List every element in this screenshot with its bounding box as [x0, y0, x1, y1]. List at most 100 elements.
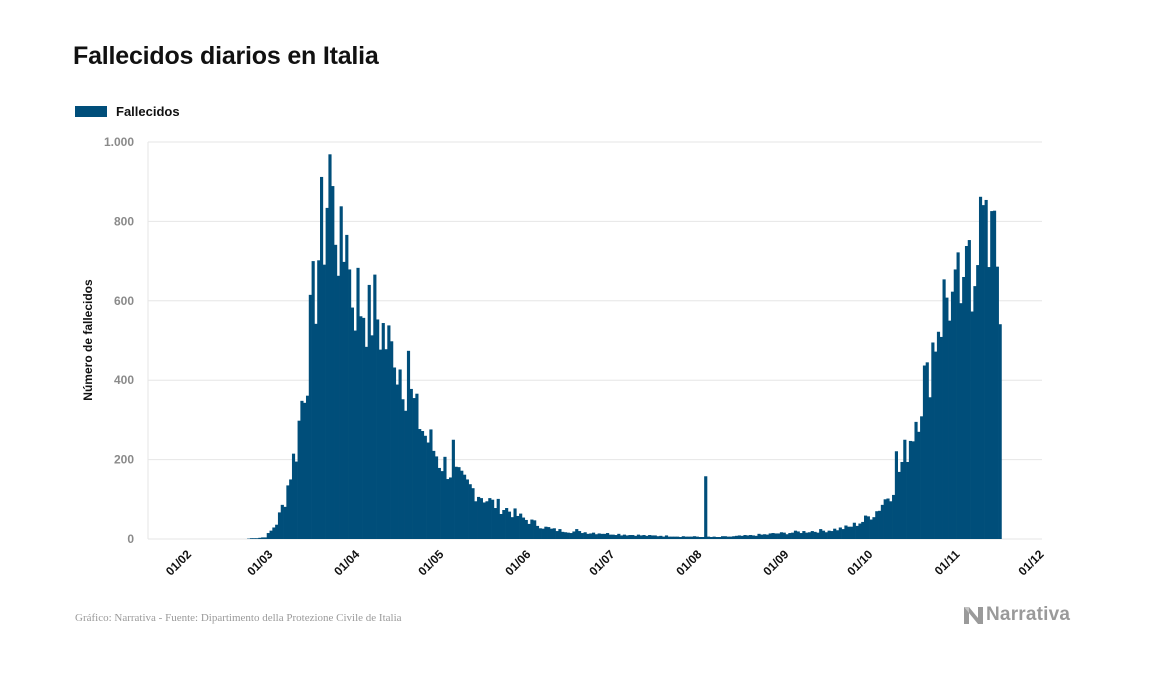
- y-tick-label: 800: [114, 214, 134, 228]
- bar: [580, 533, 584, 539]
- bar: [718, 537, 722, 539]
- y-tick-label: 1.000: [104, 135, 134, 149]
- bar: [303, 402, 307, 539]
- bar: [771, 533, 775, 539]
- bar: [704, 476, 708, 539]
- bar: [258, 537, 262, 539]
- bar: [249, 538, 254, 539]
- legend-swatch: [75, 106, 107, 117]
- bar: [378, 349, 383, 539]
- bar: [499, 513, 503, 539]
- bar: [678, 537, 683, 539]
- bar: [404, 410, 408, 539]
- bar: [325, 207, 329, 539]
- bar: [650, 535, 655, 539]
- bar: [824, 532, 828, 539]
- bar: [477, 496, 481, 539]
- bar: [339, 206, 343, 539]
- bar: [976, 265, 980, 539]
- bar: [370, 335, 374, 539]
- bar: [861, 521, 865, 539]
- bar: [883, 499, 887, 539]
- bar: [628, 535, 632, 539]
- bar: [384, 349, 388, 539]
- x-tick-label: 01/03: [244, 547, 275, 578]
- bar: [939, 336, 943, 539]
- bar: [796, 531, 800, 539]
- bar: [530, 519, 534, 539]
- bar: [420, 431, 425, 539]
- bar: [942, 279, 946, 539]
- bar: [995, 266, 999, 539]
- bar: [415, 393, 419, 539]
- bar: [807, 532, 812, 539]
- bar: [864, 515, 868, 539]
- bar: [892, 494, 896, 539]
- bar: [906, 461, 910, 539]
- bar: [922, 365, 927, 539]
- bar: [432, 450, 436, 539]
- bar: [880, 504, 884, 539]
- x-tick-labels: 01/02 01/03 01/04 01/05 01/06 01/07 01/08 01/09…: [163, 547, 1047, 578]
- bar: [793, 530, 798, 539]
- bar: [740, 535, 744, 539]
- bar: [695, 536, 699, 539]
- bar: [833, 528, 837, 539]
- bar: [737, 535, 741, 539]
- bar: [813, 531, 817, 539]
- bar: [311, 261, 315, 539]
- bar: [849, 526, 854, 539]
- bar: [454, 466, 458, 539]
- bar: [485, 501, 489, 539]
- bar: [362, 317, 366, 539]
- bar: [911, 441, 915, 539]
- bar: [645, 535, 649, 539]
- bar: [538, 528, 542, 539]
- bar: [359, 316, 363, 539]
- bar: [600, 533, 604, 539]
- bar: [465, 479, 469, 539]
- legend: Fallecidos: [75, 104, 180, 119]
- bar: [263, 537, 268, 539]
- x-tick-label: 01/02: [163, 547, 194, 578]
- bar: [956, 252, 960, 539]
- bar: [973, 286, 977, 539]
- bar: [390, 341, 394, 539]
- bar: [541, 528, 545, 539]
- bar: [754, 535, 758, 539]
- legend-label: Fallecidos: [116, 104, 180, 119]
- bar: [622, 534, 626, 539]
- bar: [575, 529, 579, 539]
- bar: [928, 397, 932, 539]
- bar: [297, 420, 301, 539]
- bar: [765, 534, 770, 539]
- bar: [440, 471, 444, 539]
- bar: [446, 479, 450, 539]
- bar: [255, 538, 259, 539]
- bar: [805, 532, 809, 539]
- bar: [964, 246, 969, 539]
- bar: [468, 484, 472, 539]
- bar: [496, 498, 500, 539]
- bar: [835, 530, 840, 539]
- y-tick-labels: 0 200 400 600 800 1.000: [104, 135, 134, 546]
- bar: [642, 535, 646, 539]
- bar: [785, 534, 789, 539]
- bar: [535, 525, 540, 539]
- bar: [510, 517, 514, 539]
- bar: [569, 533, 573, 539]
- bar: [768, 533, 772, 539]
- bar: [603, 533, 607, 539]
- y-axis-label: Número de fallecidos: [81, 279, 95, 401]
- bar: [819, 529, 823, 539]
- bar: [692, 536, 697, 539]
- bar: [970, 311, 974, 539]
- bar: [886, 498, 890, 539]
- bar: [858, 523, 862, 539]
- bar: [328, 154, 332, 539]
- bar: [451, 439, 455, 539]
- bar: [406, 350, 411, 539]
- bar: [555, 531, 559, 539]
- bar: [409, 388, 413, 539]
- bar: [900, 461, 904, 539]
